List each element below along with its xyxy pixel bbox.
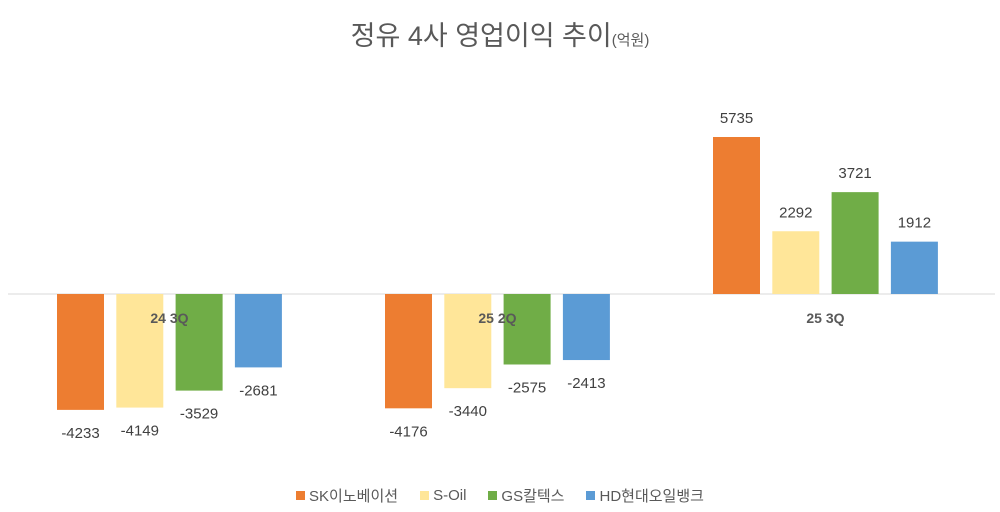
legend-label: S-Oil (433, 487, 467, 504)
data-label: -3529 (180, 406, 218, 423)
title-unit: (억원) (611, 32, 650, 49)
bar (890, 241, 938, 294)
data-label: -3440 (449, 403, 487, 420)
legend-label: HD현대오일뱅크 (599, 488, 704, 505)
legend-item: HD현대오일뱅크 (586, 485, 704, 506)
legend-label: GS칼텍스 (501, 488, 565, 505)
bar (175, 294, 223, 391)
legend: SK이노베이션 S-Oil GS칼텍스 HD현대오일뱅크 (0, 485, 1000, 506)
bar (503, 294, 551, 365)
bar (772, 231, 820, 294)
chart-title: 정유 4사 영업이익 추이(억원) (0, 14, 1000, 53)
legend-swatch (420, 491, 430, 500)
data-label: 3721 (838, 165, 871, 182)
category-label: 24 3Q (150, 310, 188, 326)
legend-label: SK이노베이션 (309, 488, 399, 505)
data-label: -4176 (389, 423, 427, 440)
legend-item: GS칼텍스 (488, 485, 564, 506)
data-label: 5735 (720, 110, 753, 127)
bar (234, 294, 282, 368)
bar (444, 294, 492, 389)
bar (116, 294, 164, 408)
bar (562, 294, 610, 361)
title-text: 정유 4사 영업이익 추이 (350, 21, 612, 51)
category-label: 25 3Q (806, 310, 844, 326)
bar (831, 192, 879, 294)
bar (713, 137, 760, 294)
data-label: -2681 (239, 382, 277, 399)
bar (57, 294, 104, 410)
bar (385, 294, 432, 409)
data-label: -4233 (61, 425, 99, 442)
legend-swatch (488, 491, 498, 500)
data-label: -2413 (567, 375, 605, 392)
data-label: 2292 (779, 204, 812, 221)
legend-item: SK이노베이션 (296, 485, 398, 506)
data-label: -2575 (508, 379, 546, 396)
legend-swatch (296, 491, 306, 500)
legend-swatch (586, 491, 596, 500)
data-label: -4149 (121, 423, 159, 440)
category-label: 25 2Q (478, 310, 516, 326)
data-label: 1912 (898, 215, 931, 232)
legend-item: S-Oil (420, 485, 466, 506)
